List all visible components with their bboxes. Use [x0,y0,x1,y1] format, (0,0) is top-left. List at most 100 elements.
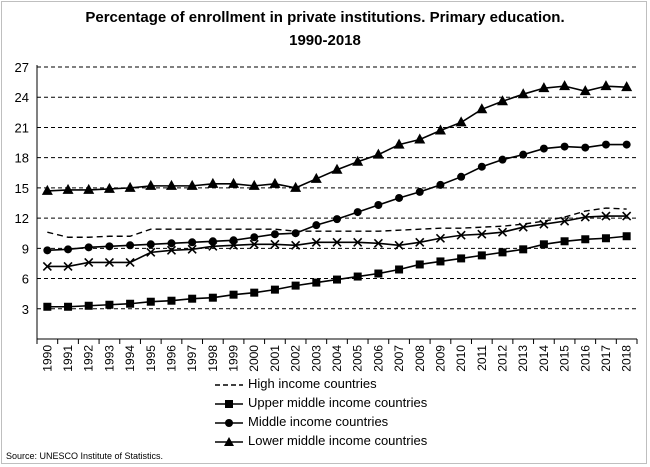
x-tick-label: 2003 [309,345,323,372]
square-point [312,278,321,287]
x-tick-label: 2010 [454,345,468,372]
circle-point [333,215,341,224]
circle-point [312,221,321,230]
x-point [125,257,135,268]
chart-subtitle: 1990-2018 [289,32,361,49]
x-point [601,211,611,221]
triangle-point [269,177,281,188]
legend-item-upper-middle-income: Upper middle income countries [214,395,494,414]
x-tick-label: 2001 [268,345,282,372]
x-tick-label: 2002 [289,345,303,372]
x-point [622,211,632,221]
x-point [332,237,342,247]
legend-label: High income countries [248,376,377,391]
triangle-point [517,88,529,99]
square-point [43,302,52,311]
square-point [208,293,217,302]
y-tick-label: 3 [22,302,29,317]
dashed-line-swatch-icon [215,384,243,386]
triangle-point [455,116,467,127]
x-point [249,239,259,249]
x-tick-label: 2004 [330,345,344,372]
y-tick-label: 21 [15,120,29,135]
x-point [353,237,363,247]
x-point [104,257,114,268]
x-tick-label: 2017 [599,345,613,372]
square-point [229,290,238,299]
circle-point [374,201,383,210]
triangle-point [228,177,240,188]
x-point [311,237,321,247]
triangle-point [207,177,219,188]
circle-point [188,238,197,247]
square-point [415,260,424,269]
x-point [477,229,487,239]
x-point [539,219,549,229]
legend-label: Lower middle income countries [248,433,428,448]
triangle-point [600,80,612,91]
y-tick-label: 6 [22,272,29,287]
x-tick-label: 1995 [144,345,158,372]
x-point [166,245,177,255]
triangle-point [579,85,591,96]
x-point [208,241,218,251]
triangle-point [165,179,177,190]
circle-point [622,140,631,149]
x-point [415,237,425,247]
square-point [457,254,466,263]
circle-point [560,142,569,151]
square-marker-swatch-icon [215,400,243,408]
legend-item-middle-income: Middle income countries [214,414,494,433]
legend-item-high-income: High income countries [214,376,494,395]
series-line [47,143,627,252]
x-point [63,261,73,272]
circle-point [84,243,93,252]
x-tick-label: 2006 [371,345,385,372]
y-tick-label: 27 [15,60,29,75]
x-tick-label: 2018 [620,345,634,372]
triangle-point [352,155,364,166]
x-tick-label: 2009 [433,345,447,372]
x-tick-label: 2015 [558,345,572,372]
circle-point [477,162,486,171]
triangle-point [372,148,384,159]
x-point [84,257,94,268]
circle-point [270,230,279,239]
x-tick-label: 2007 [392,345,406,372]
x-tick-label: 2014 [537,345,551,372]
triangle-point [331,163,343,174]
square-point [353,272,362,281]
x-point [187,244,197,254]
triangle-point [559,80,571,91]
x-tick-label: 1992 [82,345,96,372]
circle-point [167,239,176,248]
square-point [519,245,528,254]
square-point [498,248,507,257]
square-point [374,269,383,278]
triangle-point [62,183,74,194]
y-tick-label: 12 [15,211,29,226]
legend-label: Middle income countries [248,414,389,429]
x-tick-label: 1999 [227,345,241,372]
square-point [84,301,93,310]
circle-point [601,140,610,149]
x-tick-label: 2011 [475,345,489,371]
circle-point [353,208,362,217]
circle-point [105,242,114,251]
triangle-point [103,182,115,193]
x-point [270,239,280,249]
x-tick-label: 2016 [578,345,592,372]
square-point [167,296,176,305]
x-point [146,247,156,257]
series-line [47,207,627,238]
circle-point [146,240,155,249]
x-point [580,212,590,222]
source-note: Source: UNESCO Institute of Statistics. [6,451,164,461]
square-point [436,257,445,266]
circle-point [539,144,548,153]
square-point [270,285,279,294]
x-tick-label: 2000 [247,345,261,372]
circle-point [126,241,135,250]
